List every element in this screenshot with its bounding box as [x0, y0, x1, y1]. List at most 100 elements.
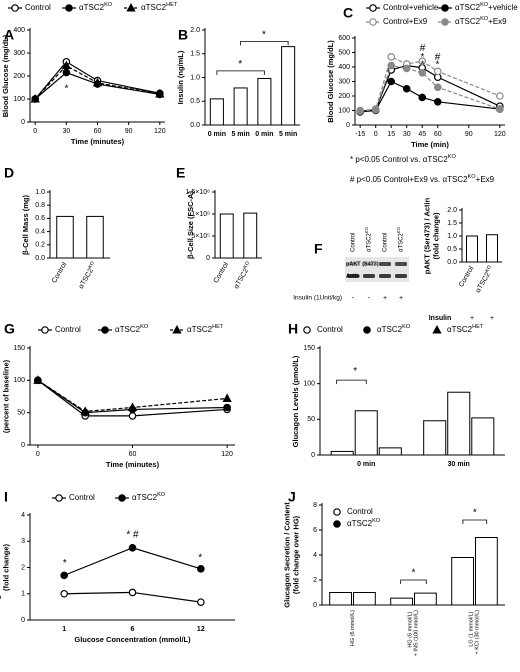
- bar: [390, 597, 413, 606]
- x-tick-label: αTSC2KO: [473, 264, 495, 294]
- legend-marker: [303, 326, 311, 334]
- data-point: [402, 84, 411, 93]
- panel-letter: J: [288, 489, 296, 505]
- y-tick-label: 1.0: [447, 233, 457, 240]
- bar: [86, 215, 104, 259]
- y-tick-label: 2.0: [447, 207, 457, 214]
- bar: [257, 77, 272, 126]
- y-tick-label: 1.5×10⁶: [186, 189, 211, 196]
- data-point: [128, 544, 137, 552]
- blot-band: [395, 262, 407, 266]
- annotation: *: [198, 553, 202, 564]
- data-point: [371, 105, 380, 114]
- y-axis-label: β-Cell Mass (mg): [21, 195, 30, 256]
- x-tick-label: 5 min: [279, 131, 297, 138]
- blot-row-label: pAKT (S473): [346, 261, 379, 267]
- y-tick-label: 1.0: [190, 74, 200, 81]
- y-axis-label: Blood Glucose (mg/dL): [1, 34, 10, 117]
- legend-label: αTSC2KO: [79, 2, 113, 12]
- data-point: [197, 598, 205, 606]
- panel-letter: I: [4, 489, 8, 505]
- legend-label: αTSC2KO: [115, 324, 149, 334]
- y-tick-label: 6: [313, 527, 317, 534]
- y-tick-label: 600: [338, 35, 350, 42]
- y-tick-label: 100: [13, 377, 25, 384]
- annotation: *: [262, 29, 266, 40]
- legend-marker: [172, 324, 182, 334]
- data-point: [222, 393, 232, 402]
- annotation: *: [353, 366, 357, 377]
- series-line: [63, 547, 202, 576]
- y-tick-label: 0: [311, 452, 315, 459]
- legend-marker: [432, 324, 442, 334]
- x-tick-label: 0: [33, 128, 37, 135]
- group-mark: +: [470, 315, 474, 322]
- treatment-mark: +: [399, 295, 403, 302]
- group-mark: +: [490, 315, 494, 322]
- legend-label: Control+Ex9: [383, 17, 428, 26]
- y-axis-label: β-Cell Size (FSC-A): [186, 191, 195, 259]
- data-point: [30, 93, 40, 103]
- significance-bracket: [216, 70, 265, 75]
- y-tick-label: 0: [206, 255, 210, 262]
- blot-band: [395, 274, 407, 278]
- legend-label: αTSC2KO: [132, 492, 166, 502]
- y-tick-label: 500: [338, 49, 350, 56]
- y-tick-label: 0.0: [447, 259, 457, 266]
- legend-marker: [101, 326, 109, 334]
- x-tick-label: 0: [36, 451, 40, 458]
- y-tick-label: 1.5: [190, 51, 200, 58]
- x-tick-label: 5 min: [231, 131, 249, 138]
- legend-marker: [333, 520, 341, 528]
- annotation: * #: [126, 530, 139, 541]
- data-point: [402, 64, 411, 73]
- legend-label: Control: [55, 325, 81, 334]
- y-tick-label: 300: [13, 50, 25, 57]
- panel-letter: A: [4, 27, 14, 43]
- series-line: [37, 379, 228, 414]
- lane-label: Control: [383, 233, 389, 252]
- data-point: [387, 61, 396, 70]
- data-point: [418, 93, 427, 102]
- y-axis-label: Blood Glucose: [0, 370, 1, 423]
- data-point: [60, 571, 68, 580]
- x-tick-label: 60: [434, 131, 442, 138]
- panel-letter: E: [176, 165, 185, 181]
- y-tick-label: 0.2: [35, 242, 45, 249]
- y-tick-label: 4: [21, 512, 25, 519]
- bar: [451, 557, 474, 606]
- legend-label: Control+vehicle: [383, 3, 439, 12]
- bar: [466, 235, 478, 263]
- x-tick-label: 90: [125, 128, 133, 135]
- blot-band: [379, 274, 391, 278]
- legend-label: αTSC2KO+vehicle: [455, 2, 518, 12]
- panel-letter: C: [343, 5, 353, 21]
- y-axis-label: (fold change): [1, 543, 10, 591]
- y-tick-label: 1.5: [447, 220, 457, 227]
- note: * p<0.05 Control vs. αTSC2KO: [350, 154, 457, 164]
- x-tick-label: 12: [197, 626, 205, 633]
- data-point: [61, 60, 71, 70]
- legend-label: αTSC2HET: [187, 324, 224, 334]
- y-tick-label: 200: [338, 93, 350, 100]
- data-point: [128, 412, 137, 420]
- bar: [447, 391, 471, 456]
- group-label: Insulin: [429, 315, 452, 322]
- y-tick-label: 0: [21, 119, 25, 126]
- legend-label: Control: [347, 507, 373, 516]
- y-tick-label: 5×10⁵: [191, 233, 210, 240]
- annotation: #: [435, 52, 441, 63]
- bar: [219, 213, 234, 259]
- panel-letter: G: [4, 321, 15, 337]
- data-point: [387, 77, 396, 86]
- legend-label: Control: [317, 325, 343, 334]
- y-tick-label: 0: [313, 602, 317, 609]
- x-tick-label: 120: [154, 128, 166, 135]
- significance-bracket: [240, 41, 289, 46]
- y-tick-label: 400: [13, 27, 25, 34]
- y-tick-label: 100: [338, 107, 350, 114]
- data-point: [496, 92, 504, 100]
- x-tick-label: 60: [94, 128, 102, 135]
- legend-marker: [333, 508, 341, 516]
- data-point: [92, 77, 103, 87]
